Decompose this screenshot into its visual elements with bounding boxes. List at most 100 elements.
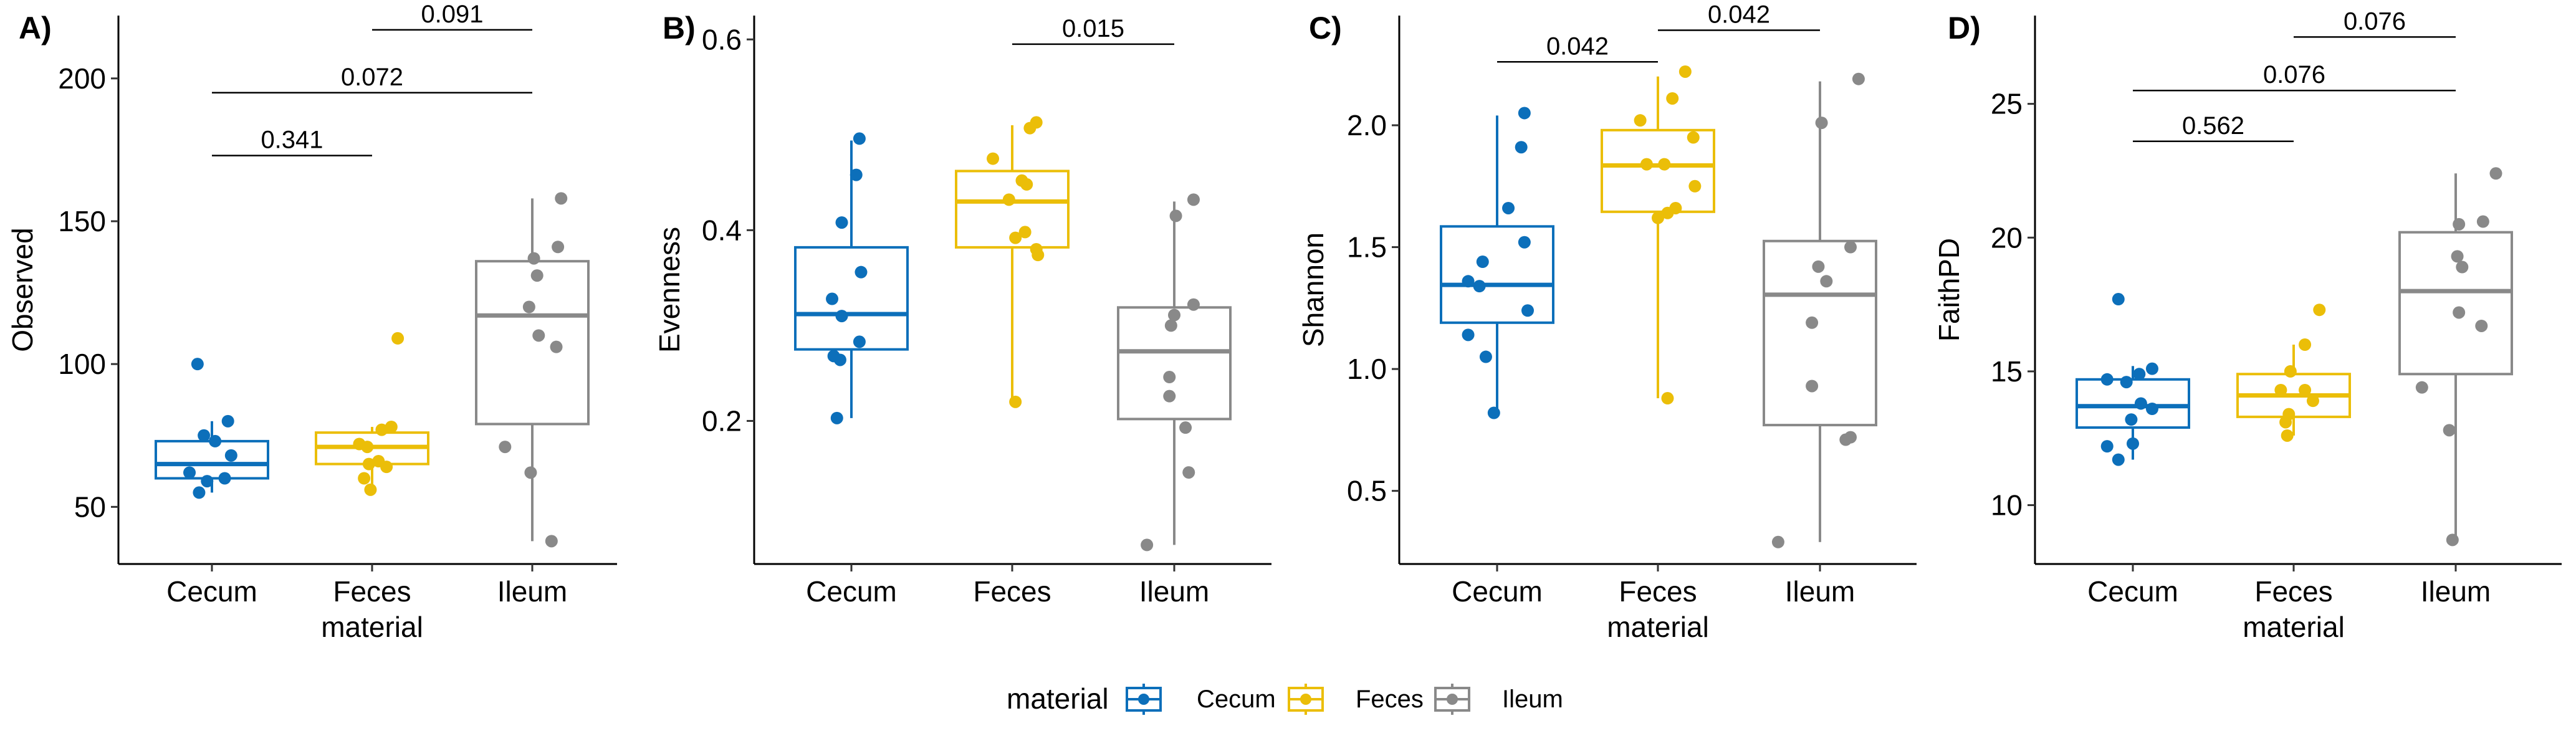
- data-point: [385, 421, 398, 433]
- data-point: [2145, 362, 2158, 375]
- legend-entries: Cecum Feces Ileum: [1126, 684, 1563, 715]
- y-tick-label: 0.5: [1347, 475, 1387, 507]
- box-body: [155, 439, 269, 480]
- data-point: [2306, 394, 2319, 408]
- data-point: [1515, 141, 1528, 154]
- panel-2: 0.2 0.4 0.6 Cecum Feces Ileum Evenness B) 0.015: [653, 11, 1271, 608]
- data-point: [522, 300, 535, 313]
- panel-tag: C): [1309, 11, 1342, 45]
- data-point: [1815, 117, 1828, 130]
- data-point: [545, 535, 558, 548]
- legend-entry-feces: Feces: [1288, 684, 1424, 715]
- data-point: [198, 429, 211, 442]
- data-point: [2112, 453, 2125, 466]
- data-point: [1462, 275, 1475, 288]
- data-point: [1844, 241, 1857, 254]
- data-point: [2134, 397, 2147, 410]
- panels: 50 100 150 200 Cecum Feces Ileum material Observ…: [6, 1, 2562, 643]
- data-point: [1169, 209, 1182, 222]
- p-value-label: 0.341: [261, 127, 323, 154]
- data-point: [218, 472, 231, 485]
- data-point: [2100, 373, 2114, 386]
- y-axis-label: Observed: [6, 227, 39, 351]
- p-value-label: 0.015: [1062, 15, 1124, 42]
- y-tick-label: 0.6: [702, 23, 742, 55]
- data-point: [552, 241, 565, 254]
- data-point: [1661, 206, 1674, 219]
- legend-entry-ileum: Ileum: [1434, 684, 1563, 715]
- data-point: [1666, 92, 1679, 105]
- legend-key-point: [1300, 694, 1311, 705]
- panel-1: 50 100 150 200 Cecum Feces Ileum material Observ…: [6, 1, 617, 643]
- x-axis-label: material: [1607, 611, 1709, 643]
- data-point: [830, 411, 843, 424]
- data-point: [2451, 250, 2464, 263]
- data-point: [530, 269, 543, 282]
- data-point: [835, 310, 848, 323]
- data-point: [2145, 403, 2158, 416]
- data-point: [1652, 211, 1664, 224]
- data-point: [193, 486, 206, 499]
- data-point: [380, 461, 393, 474]
- x-tick-label-ileum: Ileum: [2421, 575, 2491, 608]
- p-value-label: 0.072: [341, 64, 403, 91]
- data-point: [855, 265, 868, 279]
- data-point: [1163, 390, 1176, 403]
- box-body: [794, 246, 909, 351]
- data-point: [1820, 275, 1833, 288]
- box-cecum: [155, 421, 269, 493]
- data-point: [853, 132, 866, 145]
- data-point: [2133, 368, 2146, 381]
- x-tick-label-feces: Feces: [973, 575, 1051, 608]
- data-point: [1839, 433, 1852, 446]
- data-point: [1487, 406, 1500, 419]
- data-point: [1476, 256, 1489, 269]
- data-point: [2125, 413, 2138, 426]
- data-point: [2274, 383, 2287, 396]
- y-tick-label: 100: [58, 348, 106, 380]
- data-point: [375, 423, 388, 436]
- p-value-label: 0.076: [2263, 61, 2325, 88]
- y-tick-label: 25: [1991, 88, 2023, 120]
- data-point: [2453, 306, 2466, 319]
- data-point: [1661, 392, 1674, 405]
- legend-title: material: [1007, 682, 1109, 715]
- panel-4: 10 15 20 25 Cecum Feces Ileum material FaithPD D)…: [1933, 7, 2562, 643]
- data-point: [1462, 328, 1475, 342]
- data-point: [1479, 350, 1492, 363]
- p-value-label: 0.042: [1546, 32, 1609, 60]
- data-point: [1009, 231, 1022, 244]
- data-point: [1032, 249, 1045, 262]
- data-point: [1806, 380, 1819, 393]
- data-point: [1502, 201, 1515, 214]
- y-tick-label: 0.2: [702, 404, 742, 437]
- data-point: [550, 340, 563, 353]
- x-tick-label-cecum: Cecum: [1452, 575, 1543, 608]
- data-point: [1018, 226, 1032, 239]
- data-point: [835, 216, 848, 229]
- panel-tag: B): [663, 11, 696, 45]
- data-point: [1473, 280, 1486, 293]
- data-point: [2489, 167, 2502, 180]
- y-tick-label: 50: [74, 490, 106, 523]
- data-point: [209, 434, 222, 447]
- y-tick-label: 15: [1991, 355, 2023, 388]
- box-feces: [1601, 76, 1715, 399]
- data-point: [1521, 304, 1535, 317]
- box-ileum: [1763, 81, 1877, 542]
- x-tick-label-cecum: Cecum: [806, 575, 897, 608]
- p-value-label: 0.076: [2344, 7, 2406, 35]
- x-tick-label-feces: Feces: [2254, 575, 2332, 608]
- y-tick-label: 200: [58, 62, 106, 95]
- data-point: [1187, 298, 1200, 311]
- data-point: [1009, 395, 1022, 408]
- data-point: [362, 457, 375, 471]
- data-point: [1141, 538, 1154, 552]
- data-point: [1678, 65, 1692, 78]
- x-tick-label-cecum: Cecum: [2087, 575, 2178, 608]
- p-value-label: 0.042: [1708, 1, 1770, 28]
- data-point: [1168, 308, 1180, 322]
- data-point: [1023, 122, 1037, 135]
- data-point: [527, 252, 540, 265]
